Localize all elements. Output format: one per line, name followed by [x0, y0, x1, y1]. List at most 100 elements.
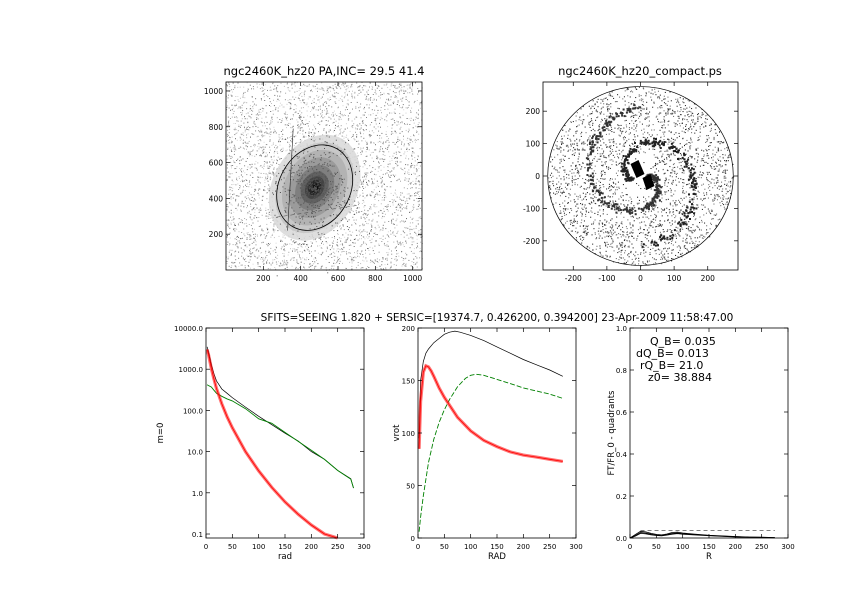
- noise-dot: [315, 109, 317, 111]
- noise-dot: [268, 180, 269, 182]
- noise-dot: [255, 160, 257, 162]
- noise-dot: [236, 244, 238, 246]
- noise-dot: [378, 211, 380, 213]
- noise-dot: [259, 131, 261, 133]
- noise-dot: [231, 89, 233, 91]
- noise-dot: [266, 243, 268, 245]
- noise-dot: [577, 171, 579, 173]
- noise-dot: [274, 94, 276, 96]
- noise-dot: [363, 108, 365, 110]
- noise-dot: [354, 96, 356, 98]
- noise-dot: [278, 100, 280, 102]
- noise-dot: [680, 202, 682, 204]
- noise-dot: [304, 90, 306, 92]
- noise-dot: [329, 125, 330, 126]
- noise-dot: [260, 258, 261, 260]
- noise-dot: [378, 243, 380, 245]
- noise-dot: [392, 141, 394, 143]
- noise-dot: [369, 154, 371, 156]
- noise-dot: [319, 253, 321, 255]
- halo-dot: [319, 177, 321, 179]
- noise-dot: [399, 116, 401, 118]
- noise-dot: [347, 138, 349, 140]
- noise-dot: [399, 203, 401, 205]
- halo-dot: [323, 199, 325, 201]
- noise-dot: [411, 244, 413, 246]
- noise-dot: [409, 228, 411, 230]
- halo-dot: [362, 195, 364, 197]
- noise-dot: [285, 116, 287, 118]
- halo-dot: [310, 132, 312, 134]
- noise-dot: [236, 160, 238, 161]
- noise-dot: [371, 204, 372, 205]
- noise-dot: [358, 93, 360, 94]
- noise-dot: [263, 259, 265, 261]
- noise-dot: [364, 242, 366, 244]
- noise-dot: [273, 126, 275, 128]
- halo-dot: [318, 171, 320, 172]
- halo-dot: [337, 187, 339, 189]
- y-tick-label: 800: [209, 123, 224, 132]
- noise-dot: [414, 119, 416, 121]
- noise-dot: [714, 194, 716, 196]
- noise-dot: [624, 205, 626, 207]
- noise-dot: [252, 101, 254, 103]
- noise-dot: [419, 102, 421, 104]
- noise-dot: [303, 136, 305, 138]
- noise-dot: [348, 252, 350, 254]
- noise-dot: [298, 263, 300, 265]
- noise-dot: [678, 212, 680, 214]
- noise-dot: [250, 117, 252, 119]
- noise-dot: [256, 234, 258, 236]
- halo-dot: [302, 209, 304, 211]
- halo-dot: [370, 195, 372, 197]
- noise-dot: [270, 176, 271, 178]
- noise-dot: [374, 89, 376, 91]
- noise-dot: [624, 250, 626, 252]
- noise-dot: [234, 146, 236, 148]
- noise-dot: [302, 100, 304, 102]
- noise-dot: [281, 120, 283, 122]
- noise-dot: [332, 122, 334, 123]
- halo-dot: [315, 186, 317, 188]
- noise-dot: [236, 195, 238, 197]
- noise-dot: [238, 195, 240, 197]
- noise-dot: [237, 235, 238, 237]
- noise-dot: [242, 258, 244, 260]
- noise-dot: [367, 184, 369, 186]
- noise-dot: [269, 213, 271, 215]
- noise-dot: [233, 89, 234, 90]
- halo-dot: [356, 190, 358, 192]
- noise-dot: [259, 146, 261, 148]
- noise-dot: [231, 190, 233, 192]
- noise-dot: [255, 244, 257, 246]
- noise-dot: [321, 82, 323, 84]
- noise-dot: [403, 207, 404, 208]
- noise-dot: [297, 97, 299, 99]
- noise-dot: [413, 206, 415, 208]
- halo-dot: [298, 238, 300, 239]
- halo-dot: [315, 201, 317, 203]
- noise-dot: [249, 164, 251, 166]
- noise-dot: [413, 135, 415, 137]
- noise-dot: [313, 113, 315, 115]
- noise-dot: [249, 252, 251, 254]
- noise-dot: [338, 237, 340, 239]
- noise-dot: [328, 116, 330, 118]
- noise-dot: [332, 88, 334, 90]
- halo-dot: [283, 172, 285, 174]
- noise-dot: [297, 132, 299, 134]
- noise-dot: [331, 242, 333, 244]
- noise-dot: [284, 124, 286, 126]
- noise-dot: [352, 216, 354, 218]
- noise-dot: [403, 153, 405, 155]
- noise-dot: [253, 241, 255, 243]
- noise-dot: [244, 101, 246, 103]
- noise-dot: [650, 221, 652, 223]
- halo-dot: [318, 208, 320, 209]
- noise-dot: [356, 212, 358, 214]
- noise-dot: [357, 86, 359, 88]
- noise-dot: [300, 123, 302, 125]
- noise-dot: [231, 253, 232, 255]
- noise-dot: [339, 244, 341, 246]
